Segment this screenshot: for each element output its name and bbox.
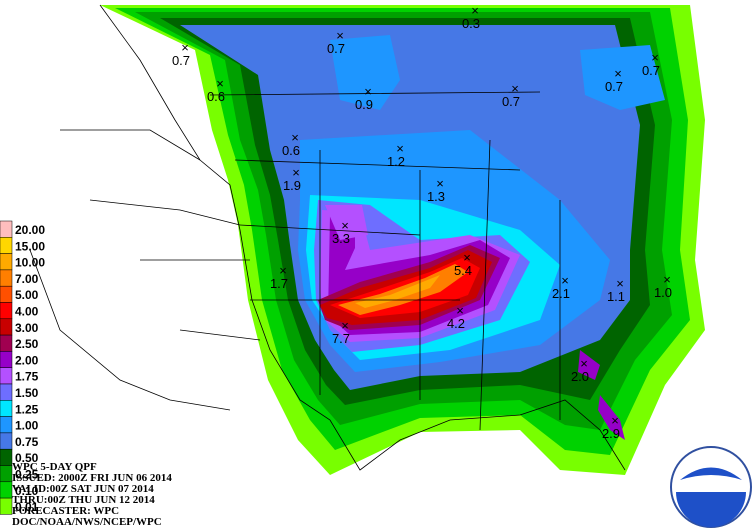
max-marker: ×: [456, 303, 464, 318]
legend-swatch: [0, 383, 13, 401]
max-marker: ×: [616, 276, 624, 291]
max-value: 0.7: [327, 41, 345, 56]
max-value: 0.3: [462, 16, 480, 31]
max-value: 0.6: [282, 143, 300, 158]
max-marker: ×: [436, 176, 444, 191]
max-marker: ×: [341, 318, 349, 333]
legend-swatch: [0, 481, 13, 499]
max-value: 0.7: [642, 63, 660, 78]
max-marker: ×: [471, 3, 479, 18]
max-value: 1.2: [387, 154, 405, 169]
legend-label: 2.00: [15, 353, 39, 367]
max-value: 0.7: [502, 94, 520, 109]
legend-label: 20.00: [15, 223, 45, 237]
legend-label: 0.25: [15, 468, 39, 482]
logo-text: NOAA: [693, 481, 729, 495]
max-marker: ×: [279, 263, 287, 278]
legend-swatch: [0, 237, 13, 254]
legend-label: 0.10: [15, 484, 39, 498]
max-marker: ×: [614, 66, 622, 81]
legend-swatch: [0, 465, 13, 483]
max-value: 1.3: [427, 189, 445, 204]
legend-label: 0.75: [15, 435, 39, 449]
max-marker: ×: [341, 218, 349, 233]
noaa-logo: NOAA: [670, 446, 752, 528]
legend-swatch: [0, 269, 13, 287]
max-value: 1.1: [607, 289, 625, 304]
legend-label: 5.00: [15, 288, 39, 302]
max-value: 2.1: [552, 286, 570, 301]
max-value: 7.7: [332, 331, 350, 346]
max-marker: ×: [561, 273, 569, 288]
legend-swatch: [0, 416, 13, 434]
info-line: VALID:00Z SAT JUN 07 2014: [12, 483, 154, 495]
info-line: DOC/NOAA/NWS/NCEP/WPC: [12, 516, 162, 528]
legend: 20.00 15.00 10.00 7.00 5.00 4.00 3.00 2.50 2.00 1…: [0, 220, 45, 515]
legend-label: 15.00: [15, 239, 45, 253]
max-marker: ×: [292, 165, 300, 180]
precip-fields: [100, 5, 705, 475]
max-value: 2.0: [571, 369, 589, 384]
max-value: 1.0: [654, 285, 672, 300]
boundaries: [29, 4, 626, 471]
max-marker: ×: [364, 84, 372, 99]
max-value: 0.7: [172, 53, 190, 68]
legend-swatch: [0, 334, 13, 352]
info-line: ISSUED: 2000Z FRI JUN 06 2014: [12, 472, 172, 484]
legend-label: 0.50: [15, 451, 39, 465]
legend-label: 10.00: [15, 256, 45, 270]
max-marker: ×: [396, 141, 404, 156]
legend-swatch: [0, 448, 13, 466]
max-value: 3.3: [332, 231, 350, 246]
info-line: THRU:00Z THU JUN 12 2014: [12, 494, 155, 506]
max-marker: ×: [580, 356, 588, 371]
legend-label: 2.50: [15, 337, 39, 351]
legend-label: 1.00: [15, 419, 39, 433]
legend-swatch: [0, 497, 13, 515]
legend-label: 3.00: [15, 321, 39, 335]
max-value: 5.4: [454, 263, 472, 278]
maxima: ×0.3×0.7×0.7×0.6 ×0.9×0.7×0.7×0.7×0.6 ×1.2…: [172, 3, 672, 441]
legend-swatch: [0, 285, 13, 303]
legend-label: 4.00: [15, 305, 39, 319]
max-marker: ×: [216, 76, 224, 91]
max-marker: ×: [611, 413, 619, 428]
legend-swatch: [0, 318, 13, 336]
legend-swatch: [0, 220, 13, 238]
legend-swatch: [0, 351, 13, 368]
max-value: 0.7: [605, 79, 623, 94]
legend-swatch: [0, 302, 13, 320]
info-line: WPC 5-DAY QPF: [12, 461, 97, 473]
max-marker: ×: [511, 81, 519, 96]
max-marker: ×: [336, 28, 344, 43]
legend-label: 1.50: [15, 386, 39, 400]
legend-swatch: [0, 432, 13, 450]
max-marker: ×: [651, 50, 659, 65]
legend-label: 1.75: [15, 370, 39, 384]
legend-swatch: [0, 253, 13, 271]
max-marker: ×: [663, 272, 671, 287]
max-value: 4.2: [447, 316, 465, 331]
max-marker: ×: [181, 40, 189, 55]
max-value: 1.7: [270, 276, 288, 291]
max-value: 2.9: [602, 426, 620, 441]
legend-label: 7.00: [15, 272, 39, 286]
legend-label: 1.25: [15, 402, 39, 416]
max-value: 1.9: [283, 178, 301, 193]
max-marker: ×: [463, 250, 471, 265]
legend-label: 0.01: [15, 500, 39, 514]
legend-swatch: [0, 367, 13, 385]
max-value: 0.6: [207, 89, 225, 104]
max-value: 0.9: [355, 97, 373, 112]
legend-swatch: [0, 400, 13, 417]
max-marker: ×: [291, 130, 299, 145]
info-line: FORECASTER: WPC: [12, 505, 119, 517]
